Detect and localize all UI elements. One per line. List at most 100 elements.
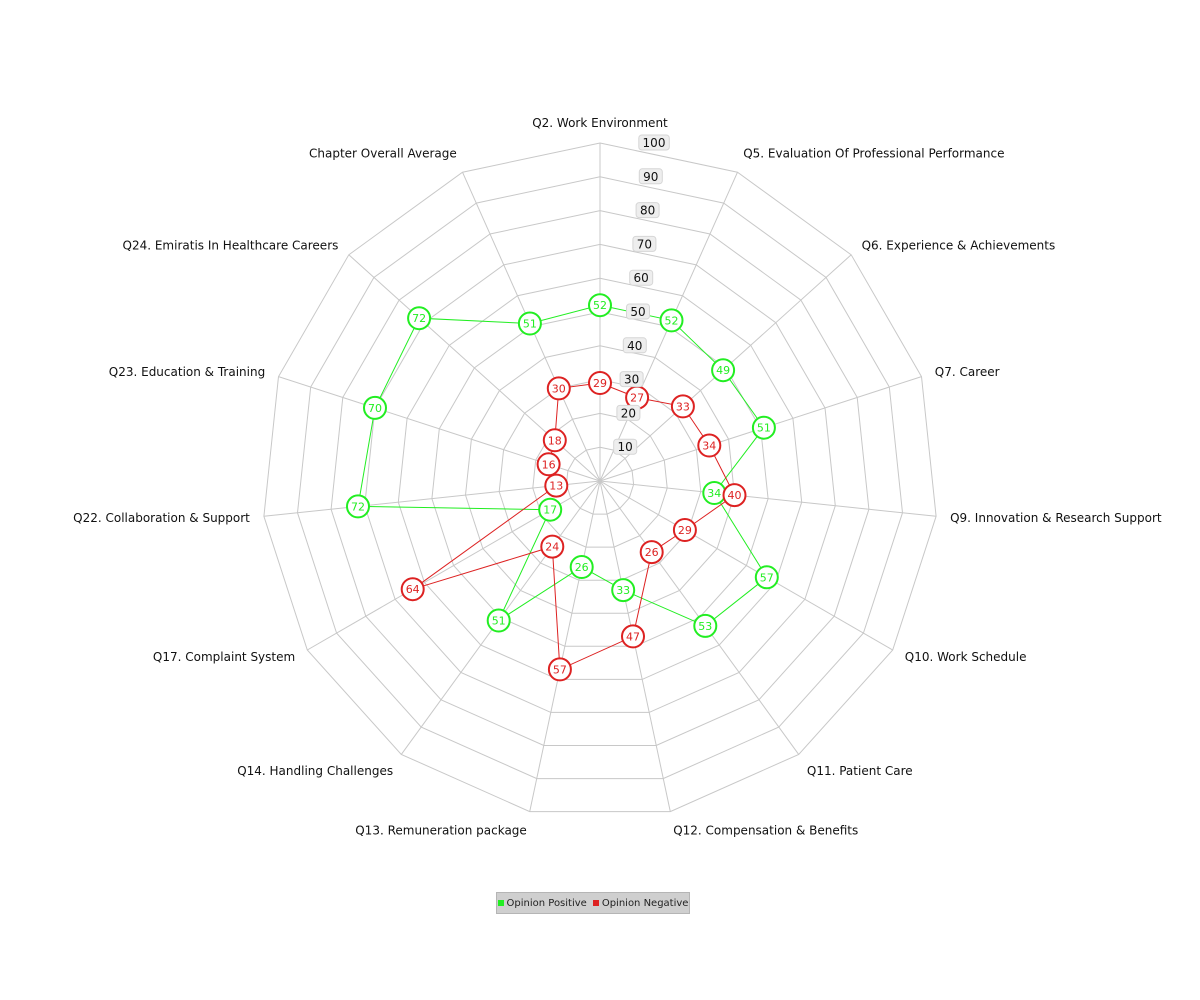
data-point[interactable] [621, 624, 645, 649]
data-label: 51 [492, 615, 506, 628]
data-point[interactable] [611, 578, 636, 603]
series-0: 52 52 49 51 34 57 53 33 26 51 17 72 70 72 51 [346, 293, 779, 638]
data-point[interactable] [672, 518, 697, 542]
data-point[interactable] [588, 293, 612, 318]
data-point[interactable] [546, 376, 571, 401]
data-point[interactable] [547, 657, 572, 682]
data-point[interactable] [751, 415, 776, 440]
axis-label: Q9. Innovation & Research Support [950, 511, 1162, 525]
data-label: 51 [523, 318, 537, 331]
data-point[interactable] [697, 433, 722, 458]
tick-label: 60 [634, 271, 649, 285]
grid-ring-30 [498, 379, 702, 581]
data-label: 13 [549, 480, 563, 493]
axis-label: Chapter Overall Average [309, 146, 457, 160]
data-label: 33 [676, 400, 690, 413]
series-line [412, 382, 736, 671]
data-point[interactable] [544, 473, 569, 498]
tick-label-bg [632, 235, 657, 252]
data-label: 70 [368, 402, 382, 415]
data-point[interactable] [569, 555, 594, 579]
data-point[interactable] [538, 497, 563, 522]
legend-swatch-positive [497, 900, 504, 906]
data-label: 57 [553, 663, 567, 676]
data-label: 57 [760, 571, 774, 584]
data-label: 16 [542, 458, 556, 471]
axis-label: Q22. Collaboration & Support [73, 511, 250, 525]
data-point[interactable] [407, 306, 432, 331]
axis-label: Q17. Complaint System [153, 650, 295, 664]
data-point[interactable] [540, 534, 565, 559]
data-label: 51 [757, 422, 771, 435]
grid-ring-70 [364, 243, 836, 713]
axis-label: Q5. Evaluation Of Professional Performan… [743, 146, 1004, 160]
legend: Opinion Positive Opinion Negative [496, 892, 690, 914]
data-point[interactable] [363, 395, 387, 420]
axis-label: Q10. Work Schedule [905, 650, 1027, 664]
data-label: 29 [593, 377, 607, 390]
data-label: 24 [545, 541, 559, 554]
data-label: 26 [645, 546, 659, 559]
series-layer: 52 52 49 51 34 57 53 33 26 51 17 72 70 72 51 29 27 33 34 40… [346, 293, 779, 682]
data-label: 40 [728, 489, 742, 502]
tick-label-bg [616, 404, 641, 421]
legend-item-negative[interactable]: Opinion Negative [592, 897, 689, 909]
data-point[interactable] [722, 483, 747, 508]
tick-label: 10 [618, 440, 633, 454]
data-label: 30 [552, 382, 566, 395]
spoke [529, 480, 601, 812]
spoke [599, 480, 893, 651]
tick-label-bg [622, 337, 647, 354]
data-point[interactable] [711, 358, 736, 383]
data-label: 34 [702, 440, 716, 453]
data-label: 18 [548, 434, 562, 447]
data-label: 26 [575, 561, 589, 574]
grid-ring-80 [330, 210, 870, 746]
axis-label: Q7. Career [935, 365, 1000, 379]
data-point[interactable] [670, 394, 695, 419]
legend-item-positive[interactable]: Opinion Positive [497, 897, 587, 909]
tick-label: 20 [621, 406, 636, 420]
data-point[interactable] [754, 565, 779, 590]
data-point[interactable] [400, 577, 425, 602]
tick-label-bg [638, 168, 663, 185]
axis-label-layer: Q2. Work Environment Q5. Evaluation Of Pr… [73, 116, 1162, 837]
data-point[interactable] [693, 613, 718, 638]
legend-label-positive: Opinion Positive [506, 897, 587, 909]
axis-label: Q12. Compensation & Benefits [673, 823, 858, 837]
tick-label: 80 [640, 204, 655, 218]
data-label: 52 [593, 299, 607, 312]
tick-label-bg [635, 202, 660, 219]
data-label: 33 [616, 584, 630, 597]
tick-label-bg [629, 269, 654, 286]
tick-label: 50 [630, 305, 645, 319]
grid-ring-20 [532, 412, 668, 548]
legend-label-negative: Opinion Negative [601, 897, 689, 909]
data-label: 52 [665, 314, 679, 327]
data-point[interactable] [346, 494, 370, 519]
grid-ring-90 [296, 176, 904, 780]
legend-swatch-negative [592, 900, 599, 906]
data-point[interactable] [588, 371, 612, 395]
data-point[interactable] [542, 428, 567, 453]
data-point[interactable] [536, 452, 561, 477]
data-label: 72 [351, 500, 365, 513]
grid-layer [263, 142, 937, 813]
data-label: 34 [707, 487, 721, 500]
tick-label: 40 [627, 339, 642, 353]
tick-label: 70 [637, 237, 652, 251]
data-point[interactable] [517, 311, 542, 336]
data-point[interactable] [486, 608, 511, 633]
data-label: 29 [678, 524, 692, 537]
data-point[interactable] [659, 308, 684, 333]
data-label: 72 [412, 312, 426, 325]
grid-ring-40 [464, 345, 736, 614]
data-label: 64 [406, 583, 420, 596]
data-point[interactable] [639, 540, 664, 565]
tick-label-bg [626, 303, 650, 320]
series-1: 29 27 33 34 40 29 26 47 57 24 64 13 16 18 30 [400, 371, 747, 682]
axis-label: Q6. Experience & Achievements [862, 239, 1056, 253]
series-line [357, 304, 768, 627]
tick-label-bg [619, 371, 644, 388]
